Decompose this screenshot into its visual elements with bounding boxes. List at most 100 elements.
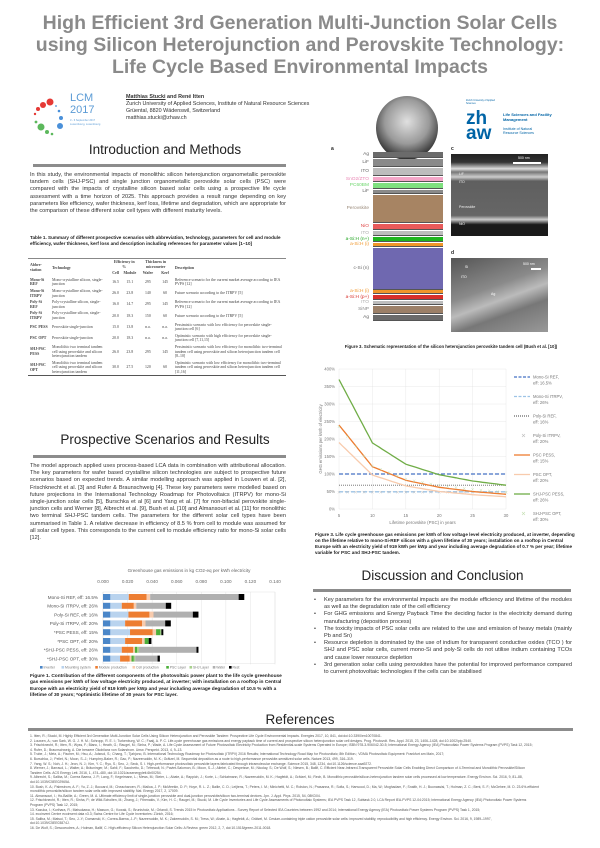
y-tick-label: 50% (327, 489, 336, 494)
sem-image-c: 500 nm LiF ITO Perovskite NiO (451, 154, 548, 236)
table-row: SHJ-PSC PESS Monolithic two terminal tand… (28, 344, 286, 360)
zhaw-logo: Zurich University of Applied Sciences zh… (466, 99, 576, 159)
bar-segment-rest (161, 629, 164, 636)
y-tick-label: 200% (324, 437, 335, 442)
table-cell: Poly-Si REF (30, 300, 42, 309)
affiliation: Zurich University of Applied Sciences, I… (126, 101, 310, 107)
series-shj-psc-opt-marker (345, 435, 349, 438)
conf-place: Luxembourg, Luxembourg (70, 123, 101, 126)
table-cell: PSC PESS (30, 324, 48, 329)
bar-segment-mounting-system (110, 629, 131, 636)
legend-label: SHJ-PSC PESS, (533, 492, 564, 497)
bar-segment-rest (238, 594, 245, 600)
bar-segment-inverter (103, 646, 111, 653)
layer-15 (373, 306, 443, 314)
reference-item: 14. ecoinvent Centre ecoinvent data v3.3… (30, 812, 174, 817)
x-tick-label: 0.040 (146, 579, 158, 584)
legend-label: Wafer (216, 666, 226, 670)
intro-text: In this study, the environmental impacts… (30, 172, 286, 215)
reference-item: Tandem Cells. ACS Energy Lett. 2016, 1, … (30, 770, 162, 775)
conf-dates: 3 - 6 September 2017 (70, 119, 96, 122)
y-tick-label: 400% (324, 367, 335, 372)
series-shj-psc-opt-marker (371, 464, 374, 468)
legend-label: Poly-Si REF, (533, 414, 557, 419)
y-tick-label: 150% (324, 454, 335, 459)
bar-segment-mounting-system (110, 602, 122, 609)
reference-item: 3. Frischknecht, R.; Itten, R.; Wyss, F.… (30, 743, 533, 748)
figure3-schematic-caption: Figure 3. Schematic representation of th… (344, 344, 558, 349)
table-cell: Optimistic scenario with low efficiency … (174, 360, 281, 374)
bar-segment-module-production (125, 638, 143, 644)
series-shj-psc-opt-marker (387, 471, 391, 474)
col-header: Technology (52, 265, 71, 270)
reference-item: 1. Itten, R.; Stucki, M. Highly Efficien… (30, 734, 382, 738)
author-photo (376, 96, 438, 160)
table-cell: Poly-Si ITRPV (30, 311, 43, 320)
address: Grüental, 8820 Wädenswil, Switzerland (126, 108, 221, 114)
series-shj-psc-opt-marker (504, 490, 508, 494)
section-heading-intro: Introduction and Methods (88, 142, 242, 157)
legend-label: Mono-Si ITRPV, (533, 394, 563, 399)
legend-label: Module production (99, 666, 127, 670)
bar-segment-mounting-system (110, 646, 122, 653)
scale-bar (531, 268, 541, 270)
bar-segment-module-production (128, 611, 150, 618)
bar-segment-cell-production (133, 646, 135, 653)
bar-segment-rest (148, 638, 152, 644)
series-poly-si-itrpv-marker (412, 490, 416, 494)
table-cell: 60 (163, 365, 168, 370)
series-poly-si-itrpv-marker (387, 490, 391, 494)
table-cell: n.a. (145, 324, 151, 329)
lcm-logo: LCM 2017 3 - 6 September 2017 Luxembourg… (30, 92, 125, 140)
sem-label: Ag (491, 292, 496, 296)
bar-segment-module-production (125, 620, 143, 627)
series-poly-si-itrpv-marker (421, 490, 424, 494)
chart-title: Greenhouse gas emissions in kg CO2-eq pe… (128, 568, 252, 573)
reference-item: 8. Werner, J.; Barraud, L.; Walter, A.; … (30, 766, 526, 771)
zhaw-institute: Institute of Natural Resource Sciences (503, 127, 534, 135)
bar-segment-inverter (103, 611, 111, 618)
zhaw-small-text: Zurich University of Applied Sciences (466, 99, 495, 105)
layer-label: SnO2/ZTO (345, 176, 369, 182)
table-cell: Mono-crystalline silicon, single-junctio… (52, 277, 103, 287)
col-header: Abbre-viation (30, 263, 42, 272)
table-cell: Mono-Si ITRPV (30, 288, 45, 298)
legend-label: Mono-Si REF, (533, 375, 559, 380)
x-tick-label: 5 (338, 513, 341, 518)
conclusion-list: Key parameters for the environmental imp… (310, 597, 572, 676)
x-tick-label: 25 (470, 513, 475, 518)
sem-label: ITO (459, 180, 465, 184)
bar-segment-mounting-system (110, 620, 126, 627)
table-cell: Mono-Si REF (30, 277, 45, 287)
table-cell: Reference scenario for the current marke… (174, 300, 281, 309)
layer-3 (373, 177, 443, 182)
layer-8 (373, 231, 443, 236)
bar-segment-rest (157, 655, 160, 662)
series-shj-psc-opt-marker (379, 467, 383, 471)
bar-segment-inverter (103, 602, 111, 609)
series-shj-psc-opt-marker (454, 486, 458, 489)
col-header: Cell (112, 271, 119, 276)
author-block: Matthias Stucki and René Itten Zurich Un… (126, 94, 309, 122)
legend-label: eff: 16% (533, 420, 549, 425)
bar-segment-wafer (150, 594, 239, 600)
bar-segment-rest (165, 620, 171, 627)
series-shj-psc-opt-marker (437, 484, 441, 487)
col-header: Description (174, 265, 195, 270)
layer-4 (373, 183, 443, 189)
bar-segment-psc-layer (131, 655, 134, 662)
bar-segment-cell-production (133, 602, 137, 609)
series-poly-si-itrpv-marker (429, 490, 433, 494)
table-row: PSC PESS Perovskite single-junction 15.0 13… (28, 322, 286, 333)
reference-item: 10. Bush, K. A.; Palmstrom, A. F.; Yu, Z… (30, 784, 539, 789)
bar-segment-cell-production (146, 594, 151, 600)
x-tick-label: 10 (370, 513, 375, 518)
series-poly-si-itrpv-marker (345, 490, 349, 494)
table-cell: 295 (144, 349, 151, 354)
bar-segment-cell-production (129, 655, 132, 662)
table-cell: Future scenario according to the ITRPV [… (174, 291, 243, 296)
email-link[interactable]: matthias.stucki@zhaw.ch (126, 115, 187, 121)
layer-label: SiNP (358, 307, 369, 312)
table-cell: Monolithic two terminal tandem cell usin… (52, 360, 103, 374)
bar-segment-module-production (128, 594, 147, 600)
